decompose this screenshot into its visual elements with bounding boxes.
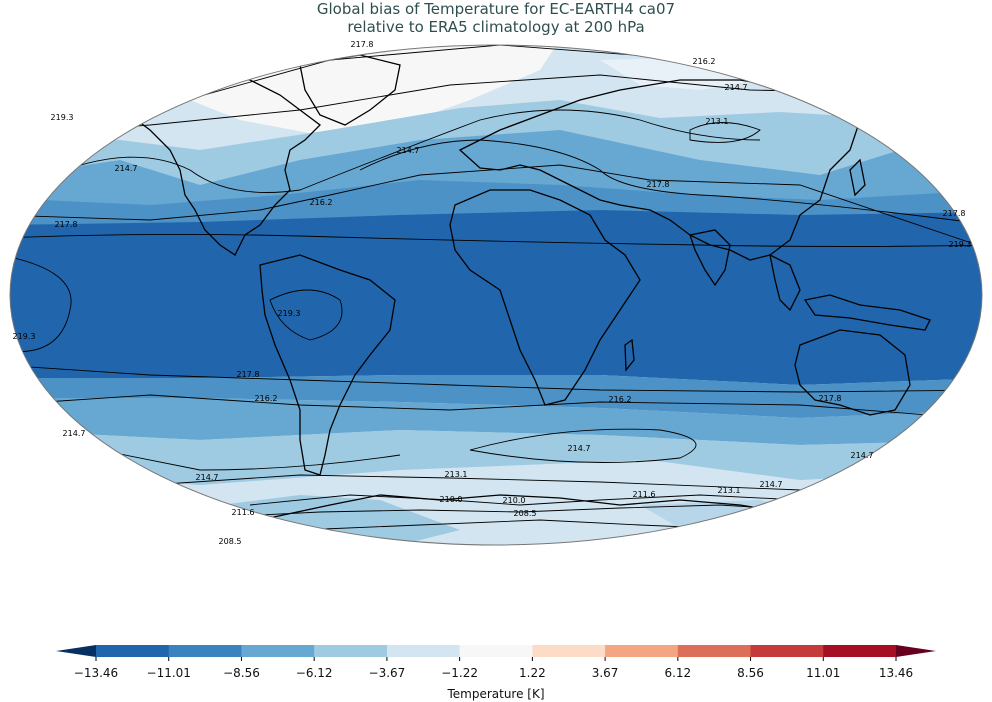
colorbar-over-extension (896, 645, 936, 657)
contour-label: 213.1 (706, 117, 729, 126)
coastlines (129, 54, 951, 545)
colorbar-tick-label: −3.67 (369, 666, 406, 680)
colorbar-tick-label: 8.56 (737, 666, 764, 680)
contour-label: 214.7 (196, 473, 219, 482)
title-line-2: relative to ERA5 climatology at 200 hPa (347, 18, 645, 36)
contour-label: 214.7 (725, 83, 748, 92)
colorbar-under-extension (56, 645, 96, 657)
contour-label: 217.8 (647, 180, 670, 189)
colorbar-tick-label: −8.56 (223, 666, 260, 680)
colorbar-tick-label: 11.01 (806, 666, 840, 680)
contour-label: 217.8 (943, 209, 966, 218)
globe-outline (9, 44, 983, 546)
contour-label: 213.1 (445, 470, 468, 479)
colorbar-tick-label: −11.01 (147, 666, 191, 680)
contour-label: 210.0 (503, 496, 526, 505)
colorbar-tick-label: −13.46 (74, 666, 118, 680)
contour-label: 214.7 (115, 164, 138, 173)
colorbar-segment (532, 645, 606, 657)
contour-label: 214.7 (568, 444, 591, 453)
colorbar-segment (241, 645, 315, 657)
colorbar-tick-label: 6.12 (664, 666, 691, 680)
colorbar-segment (823, 645, 897, 657)
title-line-1: Global bias of Temperature for EC-EARTH4… (316, 0, 676, 18)
colorbar-tick-label: −1.22 (441, 666, 478, 680)
contour-label: 216.2 (310, 198, 333, 207)
contour-label: 213.1 (718, 486, 741, 495)
contour-label: 214.7 (760, 480, 783, 489)
contour-label: 214.7 (851, 451, 874, 460)
contour-label: 216.2 (609, 395, 632, 404)
contour-label: 216.2 (255, 394, 278, 403)
colorbar-segment (605, 645, 679, 657)
contour-label: 219.3 (278, 309, 301, 318)
contour-label: 217.8 (351, 40, 374, 49)
colorbar-segment (386, 645, 461, 657)
colorbar-tick-label: 3.67 (592, 666, 619, 680)
colorbar-segment (459, 645, 533, 657)
contour-lines (10, 45, 982, 541)
colorbar-segment (168, 645, 242, 657)
contour-label: 217.8 (819, 394, 842, 403)
contour-label: 208.5 (514, 509, 537, 518)
contour-label: 216.2 (693, 57, 716, 66)
contour-label: 211.6 (633, 490, 656, 499)
colorbar: −13.46 −11.01 −8.56 −6.12 −3.67 −1.22 1.22 3.67… (56, 645, 936, 680)
contour-labels: 217.8 216.2 214.7 219.3 213.1 214.7 214.7 217.8… (13, 40, 972, 546)
contour-label: 211.6 (232, 508, 255, 517)
colorbar-label: Temperature [K] (446, 687, 544, 701)
contour-label: 219.3 (13, 332, 36, 341)
colorbar-segment (677, 645, 752, 657)
colorbar-tick-label: 1.22 (519, 666, 546, 680)
colorbar-tick-label: 13.46 (879, 666, 913, 680)
contour-label: 214.7 (63, 429, 86, 438)
contour-label: 219.3 (51, 113, 74, 122)
contour-label: 208.5 (219, 537, 242, 546)
bias-field (10, 45, 982, 545)
contour-label: 217.8 (55, 220, 78, 229)
contour-label: 219.3 (949, 240, 972, 249)
colorbar-segment (314, 645, 388, 657)
chart-title: Global bias of Temperature for EC-EARTH4… (0, 0, 992, 36)
colorbar-segment (750, 645, 824, 657)
colorbar-tick-label: −6.12 (296, 666, 333, 680)
contour-label: 210.0 (440, 495, 463, 504)
contour-label: 217.8 (237, 370, 260, 379)
colorbar-segment (96, 645, 170, 657)
contour-label: 214.7 (397, 146, 420, 155)
